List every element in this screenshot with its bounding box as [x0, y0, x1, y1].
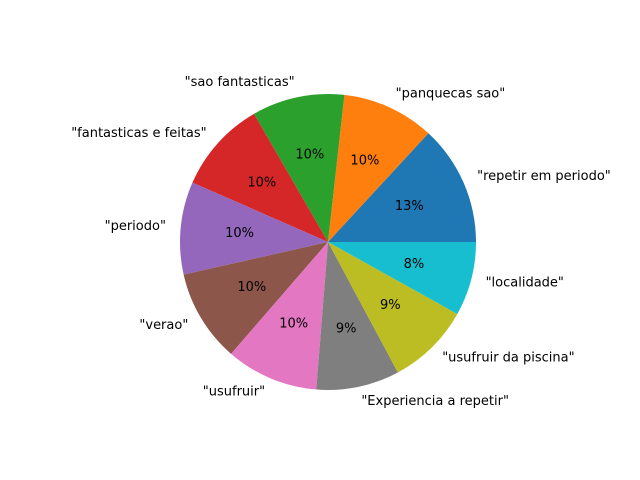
pie-slice-usufruir-da-piscina [328, 242, 458, 373]
pie-slices [180, 94, 476, 391]
pie-slice-localidade [328, 242, 476, 314]
pie-slice-experiencia-a-repetir [316, 242, 398, 391]
percent-label-experiencia-a-repetir: 9% [336, 321, 357, 336]
pie-slice-fantasticas-e-feitas [192, 113, 328, 242]
slice-label-fantasticas-e-feitas: "fantasticas e feitas" [71, 126, 206, 141]
pie-slice-periodo [180, 182, 328, 275]
percent-label-periodo: 10% [225, 226, 254, 241]
percent-label-usufruir-da-piscina: 9% [380, 298, 401, 313]
slice-label-usufruir-da-piscina: "usufruir da piscina" [442, 351, 574, 366]
pie-slice-panquecas-sao [328, 94, 429, 242]
percent-label-verao: 10% [237, 280, 266, 295]
percent-label-sao-fantasticas: 10% [295, 148, 324, 163]
pie-labels: "repetir em periodo" 13% "panquecas sao" 10… [71, 75, 611, 409]
pie-slice-repetir-em-periodo [328, 133, 476, 242]
percent-label-fantasticas-e-feitas: 10% [247, 175, 276, 190]
percent-label-localidade: 8% [404, 257, 425, 272]
percent-label-repetir-em-periodo: 13% [395, 199, 424, 214]
slice-label-experiencia-a-repetir: "Experiencia a repetir" [361, 394, 509, 409]
pie-slice-verao [183, 242, 328, 354]
slice-label-repetir-em-periodo: "repetir em periodo" [477, 169, 611, 184]
slice-label-usufruir: "usufruir" [203, 385, 265, 400]
percent-label-panquecas-sao: 10% [350, 154, 379, 169]
pie-slice-sao-fantasticas [254, 94, 345, 242]
slice-label-sao-fantasticas: "sao fantasticas" [185, 75, 295, 90]
slice-label-localidade: "localidade" [486, 275, 564, 290]
slice-label-panquecas-sao: "panquecas sao" [396, 86, 506, 101]
slice-label-periodo: "periodo" [105, 219, 166, 234]
pie-slice-usufruir [231, 242, 328, 390]
percent-label-usufruir: 10% [279, 316, 308, 331]
slice-label-verao: "verao" [139, 318, 188, 333]
